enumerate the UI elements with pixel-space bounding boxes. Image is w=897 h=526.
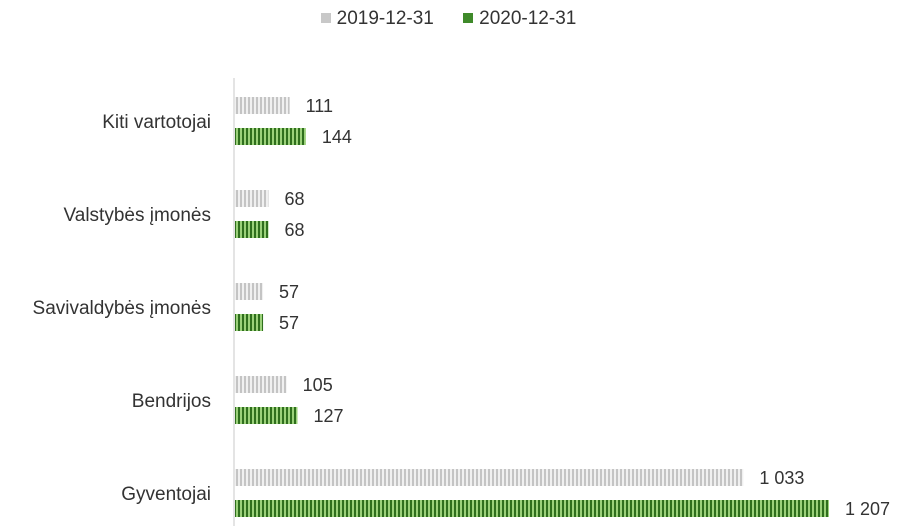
bar-2020-12-31: [235, 314, 264, 331]
value-label: 111: [306, 96, 333, 116]
bar-2019-12-31: [235, 469, 744, 486]
category-label: Gyventojai: [121, 484, 211, 505]
legend-label-2019: 2019-12-31: [336, 8, 434, 29]
category-label: Kiti vartotojai: [102, 112, 211, 133]
value-label: 144: [322, 127, 352, 147]
bar-2019-12-31: [235, 190, 269, 207]
legend-swatch-2020: [463, 13, 474, 23]
chart-legend: 2019-12-31 2020-12-31: [0, 8, 897, 30]
value-label: 68: [284, 220, 304, 240]
legend-item-2020: 2020-12-31: [463, 8, 576, 30]
value-label: 127: [314, 406, 344, 426]
bar-2020-12-31: [235, 500, 829, 517]
value-label: 1 033: [759, 468, 804, 488]
legend-swatch-2019: [320, 13, 331, 23]
bar-2019-12-31: [235, 376, 287, 393]
category-label: Valstybės įmonės: [64, 205, 212, 226]
bar-2020-12-31: [235, 128, 306, 145]
value-label: 68: [284, 189, 304, 209]
bar-2020-12-31: [235, 221, 269, 238]
bar-2019-12-31: [235, 283, 264, 300]
legend-item-2019: 2019-12-31: [320, 8, 434, 30]
value-label: 57: [279, 282, 299, 302]
category-label: Savivaldybės įmonės: [33, 298, 211, 319]
value-label: 57: [279, 313, 299, 333]
bar-2019-12-31: [235, 97, 290, 114]
bar-2020-12-31: [235, 407, 298, 424]
category-label: Bendrijos: [132, 391, 211, 412]
value-label: 1 207: [845, 499, 890, 519]
legend-label-2020: 2020-12-31: [479, 8, 577, 29]
value-label: 105: [303, 375, 333, 395]
